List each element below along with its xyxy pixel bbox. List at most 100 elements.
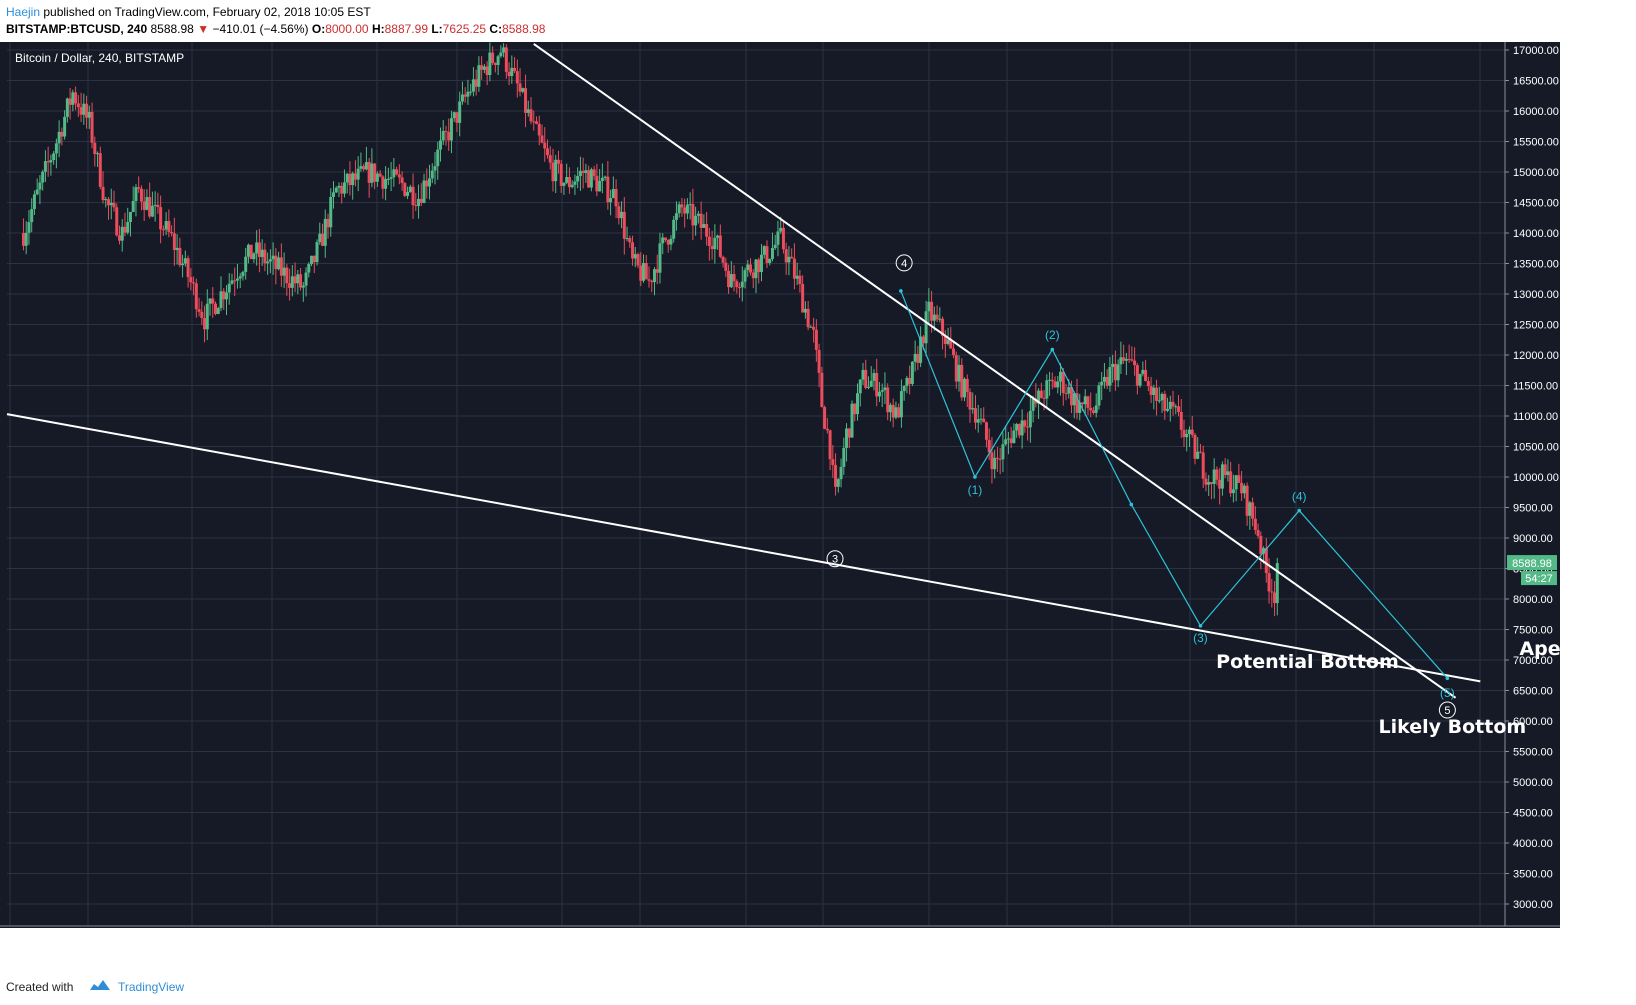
candle-body — [938, 318, 942, 320]
candle-body — [181, 263, 185, 266]
candle-body — [1166, 408, 1170, 411]
candle-body — [1086, 396, 1090, 408]
candle-body — [499, 52, 503, 57]
x-tick-label: 28 — [82, 933, 94, 945]
candle-body — [694, 215, 698, 226]
candle-body — [1116, 364, 1120, 381]
candle-body — [1234, 475, 1238, 490]
candle-body — [971, 408, 975, 410]
candle-body — [1138, 373, 1142, 386]
candle-body — [1039, 390, 1043, 398]
candle-body — [965, 378, 969, 393]
candle-body — [170, 231, 174, 234]
candle-body — [573, 181, 577, 185]
candle-body — [1146, 381, 1150, 387]
candle-body — [532, 121, 536, 123]
candle-body — [507, 71, 511, 76]
candle-body — [24, 232, 28, 246]
wave-label: (5) — [1440, 686, 1455, 700]
candle-body — [858, 379, 862, 394]
candle-body — [666, 239, 670, 245]
candle-body — [1242, 485, 1246, 494]
y-tick-label: 5000.00 — [1513, 777, 1553, 789]
candle-body — [820, 372, 824, 408]
candle-body — [175, 247, 179, 251]
circle-label-text: 4 — [901, 258, 907, 270]
candle-body — [449, 118, 453, 141]
price-chart[interactable]: 17000.00 16500.00 16000.00 15500.00 15000.00… — [0, 42, 1636, 968]
candle-body — [710, 245, 714, 250]
candle-body — [1240, 482, 1244, 494]
trendline[interactable] — [6, 413, 1481, 683]
candle-body — [342, 182, 346, 194]
candle-body — [1097, 385, 1101, 406]
candle-body — [49, 160, 53, 163]
author-link[interactable]: Haejin — [6, 5, 41, 19]
candle-body — [990, 452, 994, 470]
candle-body — [861, 369, 865, 380]
candle-body — [96, 153, 100, 155]
candle-body — [897, 407, 901, 418]
candle-body — [1275, 563, 1279, 604]
candle-body — [1001, 444, 1005, 460]
candle-body — [477, 65, 481, 87]
candle-body — [565, 177, 569, 183]
candle-body — [518, 83, 522, 92]
candle-body — [277, 257, 281, 270]
candle-body — [307, 263, 311, 273]
tradingview-brand[interactable]: TradingView — [118, 980, 185, 994]
candle-body — [1168, 401, 1172, 409]
candle-body — [611, 189, 615, 199]
candle-body — [1009, 438, 1013, 444]
candle-body — [469, 91, 473, 93]
candle-body — [655, 269, 659, 273]
candle-body — [348, 173, 352, 186]
low-label: L: — [431, 22, 443, 36]
candle-body — [1264, 548, 1268, 574]
candle-body — [408, 186, 412, 193]
trendline[interactable] — [533, 43, 1457, 699]
down-arrow-icon: ▼ — [197, 22, 210, 36]
candle-body — [1127, 358, 1131, 360]
candle-body — [1220, 464, 1224, 489]
candle-body — [825, 428, 829, 431]
candle-body — [101, 186, 105, 201]
candle-body — [1091, 410, 1095, 413]
candle-body — [589, 169, 593, 188]
candle-body — [375, 173, 379, 182]
candle-body — [208, 298, 212, 304]
candle-body — [526, 109, 530, 113]
ohlc-line: BITSTAMP:BTCUSD, 240 8588.98 ▼ −410.01 (… — [6, 22, 545, 36]
candle-body — [1026, 426, 1030, 428]
candle-body — [279, 257, 283, 276]
candle-body — [290, 276, 294, 288]
wave-point — [1445, 676, 1450, 681]
candle-body — [227, 283, 231, 293]
y-tick-label: 11000.00 — [1513, 411, 1558, 423]
y-tick-label: 3000.00 — [1513, 899, 1553, 911]
candle-body — [1135, 365, 1139, 386]
candle-body — [888, 404, 892, 413]
candle-body — [685, 204, 689, 214]
candle-body — [359, 166, 363, 169]
candle-body — [370, 163, 374, 183]
circle-label-text: 3 — [832, 554, 838, 566]
candle-body — [430, 170, 434, 179]
candle-body — [1083, 396, 1087, 405]
wave-point — [1198, 624, 1203, 628]
candle-body — [1155, 387, 1159, 401]
candle-body — [386, 178, 390, 180]
candle-body — [1177, 406, 1181, 412]
wave-label: (3) — [1193, 631, 1208, 645]
candle-body — [707, 236, 711, 246]
candle-body — [814, 329, 818, 350]
candle-body — [299, 274, 303, 288]
candle-body — [1218, 479, 1222, 489]
candle-body — [1196, 451, 1200, 459]
candle-body — [436, 149, 440, 167]
candle-body — [337, 185, 341, 188]
candle-body — [743, 270, 747, 282]
candle-body — [183, 258, 187, 264]
candle-body — [1179, 411, 1183, 430]
candle-body — [156, 204, 160, 208]
